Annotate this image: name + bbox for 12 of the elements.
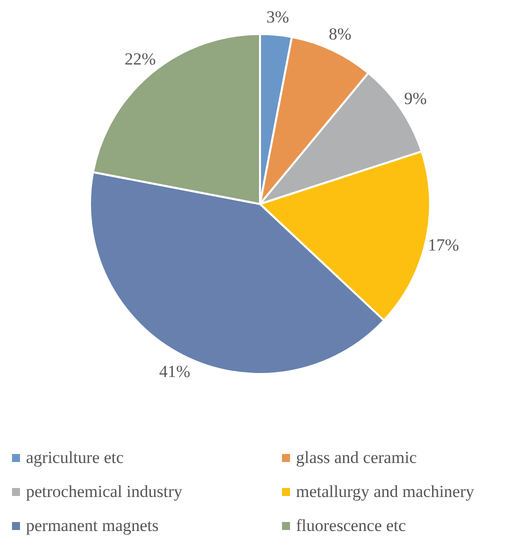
legend-label: fluorescence etc [296, 516, 406, 536]
legend-label: glass and ceramic [296, 448, 417, 468]
data-label: 3% [266, 7, 290, 26]
legend-label: metallurgy and machinery [296, 482, 474, 502]
data-label: 8% [328, 24, 352, 44]
legend-label: agriculture etc [26, 448, 124, 468]
data-label: 9% [404, 88, 427, 108]
data-label: 17% [428, 236, 460, 255]
data-label: 41% [159, 362, 190, 382]
legend-label: petrochemical industry [26, 482, 182, 502]
legend-label: permanent magnets [26, 516, 159, 536]
data-label: 22% [124, 50, 156, 69]
